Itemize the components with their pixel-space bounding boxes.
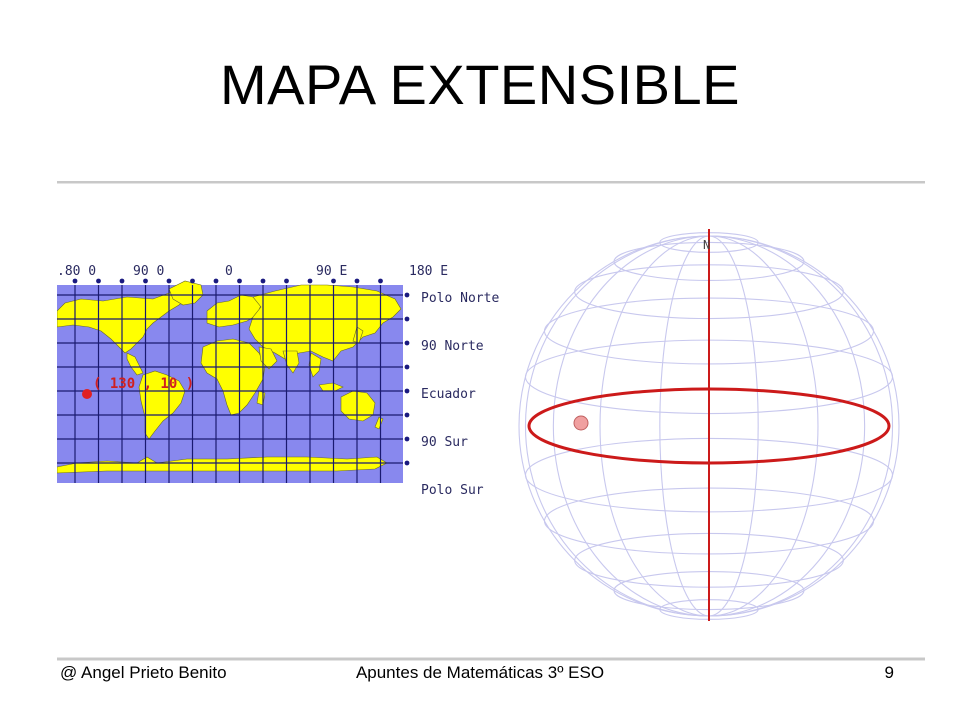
africa-shape	[200, 338, 266, 416]
grid-dot	[404, 316, 410, 322]
grid-dot	[284, 278, 289, 284]
map-grid	[57, 285, 403, 483]
grid-dot	[404, 364, 410, 370]
grid-dot	[404, 292, 410, 298]
grid-dot	[72, 278, 78, 284]
latitude-label-ecuador: Ecuador	[421, 387, 476, 402]
indonesia-shape	[318, 382, 344, 392]
grid-dot	[119, 278, 125, 284]
longitude-label-3: 0	[225, 264, 233, 279]
wireframe-globe: N	[518, 229, 900, 621]
latitude-label-90-sur: 90 Sur	[421, 435, 468, 450]
figure-panel: .80 0 90 0 0 90 E 180 E Polo Norte 90 No…	[57, 181, 925, 661]
map-point-marker	[82, 389, 92, 399]
world-map: .80 0 90 0 0 90 E 180 E Polo Norte 90 No…	[57, 264, 499, 498]
longitude-label-4: 90 E	[316, 264, 347, 279]
grid-dot	[166, 278, 172, 284]
globe-equator	[527, 387, 891, 465]
grid-dot	[260, 278, 266, 284]
grid-dot	[354, 278, 360, 284]
footer-page-number: 9	[884, 663, 894, 682]
indochina-shape	[308, 352, 322, 378]
latitude-label-polo-sur: Polo Sur	[421, 483, 484, 498]
map-grid-dots	[72, 278, 410, 466]
grid-dot	[404, 460, 410, 466]
grid-dot	[404, 412, 410, 418]
grid-dot	[237, 278, 242, 284]
greenland-shape	[168, 280, 204, 306]
longitude-label-1: .80 0	[57, 264, 96, 279]
grid-dot	[143, 278, 148, 284]
grid-dot	[331, 278, 336, 284]
central-america-shape	[126, 352, 144, 376]
grid-dot	[307, 278, 313, 284]
globe-point-marker	[573, 415, 589, 431]
figure-canvas: .80 0 90 0 0 90 E 180 E Polo Norte 90 No…	[57, 181, 925, 661]
longitude-label-5: 180 E	[409, 264, 448, 279]
grid-dot	[96, 278, 101, 284]
latitude-label-90-norte: 90 Norte	[421, 339, 484, 354]
slide-title: MAPA EXTENSIBLE	[220, 53, 740, 116]
south-america-shape	[138, 370, 186, 440]
longitude-label-2: 90 0	[133, 264, 164, 279]
globe-axis-label: N	[703, 238, 710, 252]
north-america-shape	[57, 288, 190, 354]
grid-dot	[404, 340, 410, 346]
map-point-coordinates: ( 130 , 10 )	[93, 376, 194, 392]
latitude-label-polo-norte: Polo Norte	[421, 291, 499, 306]
grid-dot	[404, 388, 410, 394]
footer-author: @ Angel Prieto Benito	[60, 663, 227, 682]
grid-dot	[404, 436, 410, 442]
grid-dot	[378, 278, 383, 284]
grid-dot	[190, 278, 195, 284]
footer-course: Apuntes de Matemáticas 3º ESO	[355, 663, 605, 682]
antarctica-shape	[57, 456, 388, 474]
grid-dot	[213, 278, 219, 284]
